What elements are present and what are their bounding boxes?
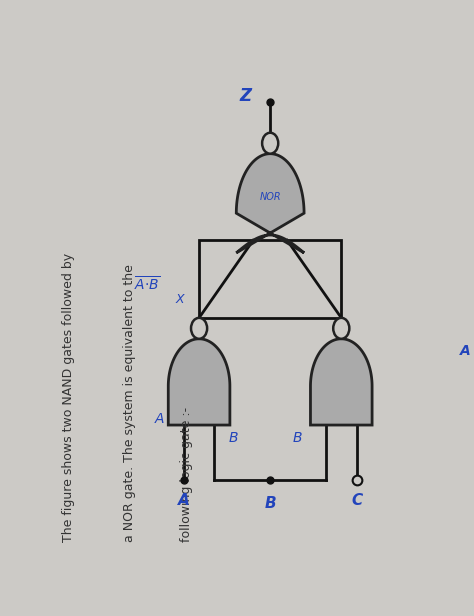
Text: following logic gate :-: following logic gate :- — [180, 407, 193, 542]
Text: $\overline{A{\cdot}B}$: $\overline{A{\cdot}B}$ — [134, 275, 160, 293]
Polygon shape — [310, 339, 372, 425]
Polygon shape — [168, 339, 230, 425]
Text: Z: Z — [239, 87, 251, 105]
Circle shape — [262, 133, 278, 153]
Polygon shape — [236, 154, 304, 253]
Text: A: A — [460, 344, 471, 358]
Circle shape — [333, 318, 349, 339]
Text: B: B — [264, 496, 276, 511]
Text: C: C — [351, 493, 362, 508]
Text: X: X — [176, 293, 184, 306]
Circle shape — [191, 318, 207, 339]
Text: a NOR gate. The system is equivalent to the: a NOR gate. The system is equivalent to … — [123, 264, 136, 542]
Text: A: A — [178, 493, 190, 508]
Text: A: A — [155, 412, 164, 426]
Text: B: B — [228, 431, 238, 445]
Text: The figure shows two NAND gates followed by: The figure shows two NAND gates followed… — [62, 253, 74, 542]
Text: NOR: NOR — [259, 192, 281, 202]
Text: B: B — [292, 431, 302, 445]
